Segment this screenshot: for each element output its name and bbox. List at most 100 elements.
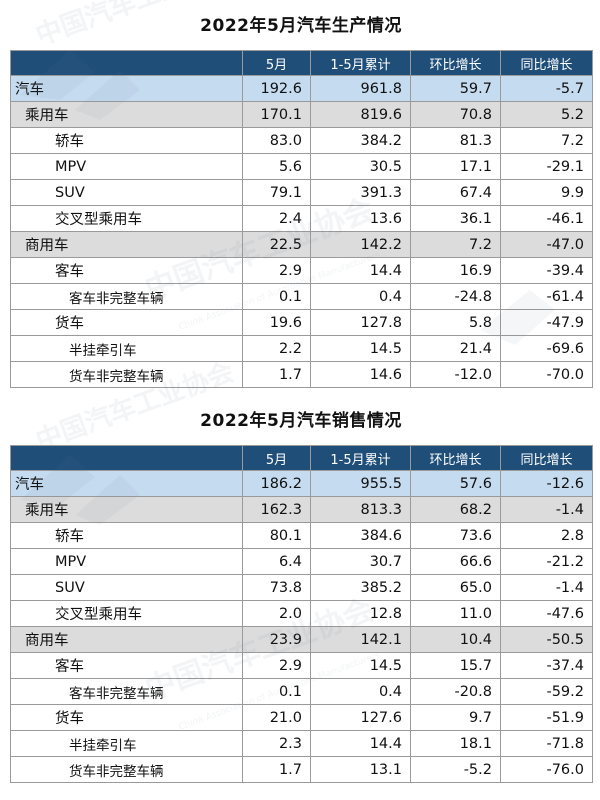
- table-row: 客车非完整车辆 0.1 0.4 -24.8 -61.4: [10, 283, 593, 310]
- table-row: 汽车 186.2 955.5 57.6 -12.6: [10, 470, 593, 497]
- table-row: 半挂牵引车 2.2 14.5 21.4 -69.6: [10, 335, 593, 362]
- table-row: SUV 79.1 391.3 67.4 9.9: [10, 179, 593, 206]
- value-yoy-growth: -76.0: [500, 756, 593, 783]
- value-cumulative: 30.5: [310, 153, 411, 180]
- row-label: 货车非完整车辆: [10, 756, 243, 783]
- table-row: 货车非完整车辆 1.7 14.6 -12.0 -70.0: [10, 361, 593, 388]
- value-may: 2.9: [242, 652, 311, 679]
- value-mom-growth: 17.1: [410, 153, 501, 180]
- table-row: 半挂牵引车 2.3 14.4 18.1 -71.8: [10, 730, 593, 757]
- row-label: 客车非完整车辆: [10, 678, 243, 705]
- value-cumulative: 14.4: [310, 730, 411, 757]
- row-label: 汽车: [10, 75, 243, 102]
- value-yoy-growth: -47.9: [500, 309, 593, 336]
- header-cell-category: [10, 50, 243, 76]
- value-cumulative: 384.2: [310, 127, 411, 154]
- value-mom-growth: 18.1: [410, 730, 501, 757]
- value-mom-growth: 73.6: [410, 522, 501, 549]
- value-may: 6.4: [242, 548, 311, 575]
- value-cumulative: 384.6: [310, 522, 411, 549]
- value-mom-growth: -20.8: [410, 678, 501, 705]
- production-header-row: 5月 1-5月累计 环比增长 同比增长: [10, 50, 593, 76]
- value-may: 186.2: [242, 470, 311, 497]
- value-yoy-growth: -46.1: [500, 205, 593, 232]
- table-row: 客车 2.9 14.5 15.7 -37.4: [10, 652, 593, 679]
- value-yoy-growth: -1.4: [500, 574, 593, 601]
- value-cumulative: 385.2: [310, 574, 411, 601]
- value-yoy-growth: -59.2: [500, 678, 593, 705]
- value-yoy-growth: -39.4: [500, 257, 593, 284]
- value-cumulative: 13.1: [310, 756, 411, 783]
- row-label: SUV: [10, 179, 243, 206]
- value-mom-growth: 66.6: [410, 548, 501, 575]
- value-may: 2.2: [242, 335, 311, 362]
- table-row: 乘用车 162.3 813.3 68.2 -1.4: [10, 496, 593, 523]
- value-yoy-growth: -47.0: [500, 231, 593, 258]
- value-may: 80.1: [242, 522, 311, 549]
- value-may: 2.3: [242, 730, 311, 757]
- table-row: 商用车 22.5 142.2 7.2 -47.0: [10, 231, 593, 258]
- row-label: 交叉型乘用车: [10, 600, 243, 627]
- header-cell-cumulative: 1-5月累计: [310, 445, 411, 471]
- value-mom-growth: 70.8: [410, 101, 501, 128]
- value-yoy-growth: -29.1: [500, 153, 593, 180]
- value-yoy-growth: -21.2: [500, 548, 593, 575]
- table-row: 货车 21.0 127.6 9.7 -51.9: [10, 704, 593, 731]
- value-cumulative: 14.5: [310, 652, 411, 679]
- value-cumulative: 127.6: [310, 704, 411, 731]
- value-mom-growth: 81.3: [410, 127, 501, 154]
- value-yoy-growth: 5.2: [500, 101, 593, 128]
- value-mom-growth: -5.2: [410, 756, 501, 783]
- value-mom-growth: 10.4: [410, 626, 501, 653]
- table-row: 乘用车 170.1 819.6 70.8 5.2: [10, 101, 593, 128]
- table-row: 轿车 80.1 384.6 73.6 2.8: [10, 522, 593, 549]
- value-may: 162.3: [242, 496, 311, 523]
- value-yoy-growth: -37.4: [500, 652, 593, 679]
- table-row: 货车 19.6 127.8 5.8 -47.9: [10, 309, 593, 336]
- value-mom-growth: 59.7: [410, 75, 501, 102]
- sales-table-body: 汽车 186.2 955.5 57.6 -12.6 乘用车 162.3 813.3 68.2 -1…: [10, 470, 593, 783]
- production-table-body: 汽车 192.6 961.8 59.7 -5.7 乘用车 170.1 819.6 70.8 5.2…: [10, 75, 593, 388]
- table-row: 商用车 23.9 142.1 10.4 -50.5: [10, 626, 593, 653]
- row-label: 半挂牵引车: [10, 335, 243, 362]
- value-cumulative: 813.3: [310, 496, 411, 523]
- value-may: 21.0: [242, 704, 311, 731]
- row-label: 货车: [10, 704, 243, 731]
- value-yoy-growth: 9.9: [500, 179, 593, 206]
- header-cell-yoy-growth: 同比增长: [500, 50, 593, 76]
- value-yoy-growth: -61.4: [500, 283, 593, 310]
- table-row: 客车非完整车辆 0.1 0.4 -20.8 -59.2: [10, 678, 593, 705]
- row-label: MPV: [10, 548, 243, 575]
- row-label: 商用车: [10, 231, 243, 258]
- table-row: 交叉型乘用车 2.4 13.6 36.1 -46.1: [10, 205, 593, 232]
- row-label: MPV: [10, 153, 243, 180]
- row-label: 客车: [10, 257, 243, 284]
- row-label: 汽车: [10, 470, 243, 497]
- value-mom-growth: 11.0: [410, 600, 501, 627]
- value-cumulative: 30.7: [310, 548, 411, 575]
- value-cumulative: 142.1: [310, 626, 411, 653]
- value-mom-growth: 65.0: [410, 574, 501, 601]
- value-cumulative: 14.5: [310, 335, 411, 362]
- row-label: 乘用车: [10, 101, 243, 128]
- value-may: 23.9: [242, 626, 311, 653]
- value-mom-growth: 5.8: [410, 309, 501, 336]
- value-cumulative: 12.8: [310, 600, 411, 627]
- sales-section: 2022年5月汽车销售情况 5月 1-5月累计 环比增长 同比增长 汽车 186.…: [10, 401, 593, 783]
- value-may: 0.1: [242, 678, 311, 705]
- value-yoy-growth: -12.6: [500, 470, 593, 497]
- value-mom-growth: 16.9: [410, 257, 501, 284]
- row-label: 货车非完整车辆: [10, 361, 243, 388]
- header-cell-mom-growth: 环比增长: [410, 50, 501, 76]
- header-cell-may: 5月: [242, 445, 311, 471]
- production-table: 5月 1-5月累计 环比增长 同比增长 汽车 192.6 961.8 59.7 -5.7…: [10, 50, 593, 388]
- table-row: SUV 73.8 385.2 65.0 -1.4: [10, 574, 593, 601]
- header-cell-yoy-growth: 同比增长: [500, 445, 593, 471]
- value-mom-growth: -24.8: [410, 283, 501, 310]
- value-mom-growth: 68.2: [410, 496, 501, 523]
- value-yoy-growth: -71.8: [500, 730, 593, 757]
- value-mom-growth: 57.6: [410, 470, 501, 497]
- table-row: MPV 5.6 30.5 17.1 -29.1: [10, 153, 593, 180]
- header-cell-mom-growth: 环比增长: [410, 445, 501, 471]
- value-may: 83.0: [242, 127, 311, 154]
